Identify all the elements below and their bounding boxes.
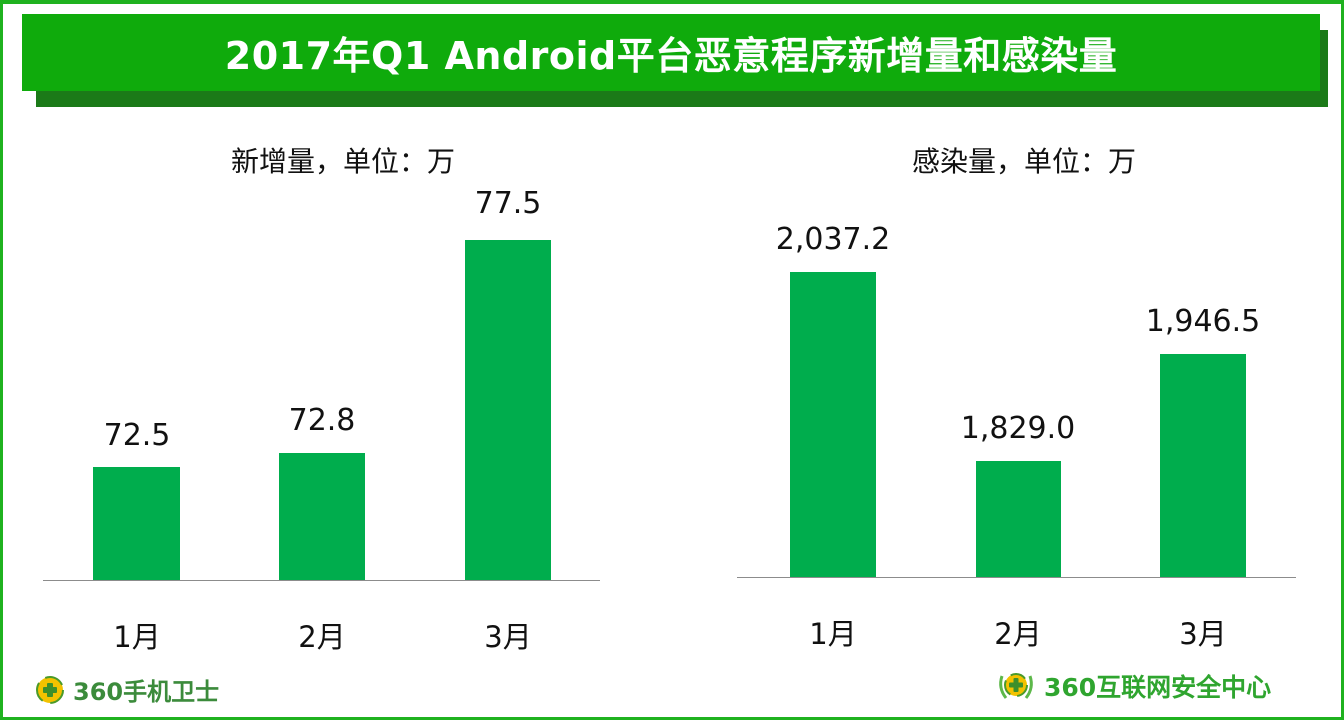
x-tick-label: 3月 [484,620,532,654]
title-banner: 2017年Q1 Android平台恶意程序新增量和感染量 [22,14,1320,91]
data-label: 1,829.0 [960,411,1076,446]
logo-text: 360手机卫士 [73,678,220,706]
chart-subtitle: 新增量，单位：万 [230,145,456,178]
data-label: 77.5 [474,186,542,221]
bar-mar [465,240,551,580]
data-label: 72.5 [103,418,171,453]
bar-feb [279,453,365,580]
data-label: 2,037.2 [775,222,891,257]
logo-360-mobile-guard: 360手机卫士 [36,672,219,707]
x-tick-label: 1月 [809,617,857,651]
x-tick-label: 3月 [1179,617,1227,651]
x-tick-label: 2月 [994,617,1042,651]
x-axis-line [737,577,1296,578]
bar-jan [93,467,180,580]
bar-feb [976,461,1061,577]
logo-text: 360互联网安全中心 [1044,673,1272,702]
data-label: 72.8 [288,403,356,438]
page-title: 2017年Q1 Android平台恶意程序新增量和感染量 [224,34,1118,78]
chart-subtitle: 感染量，单位：万 [911,145,1137,178]
logo-360-internet-security-center: 360互联网安全中心 [996,668,1271,704]
360-mobile-guard-icon [36,675,64,704]
bar-jan [790,272,876,577]
data-label: 1,946.5 [1145,304,1261,339]
x-axis-line [43,580,600,581]
x-tick-label: 2月 [298,620,346,654]
x-tick-label: 1月 [113,620,161,654]
360-laurel-shield-icon [999,673,1033,699]
bar-mar [1160,354,1246,577]
